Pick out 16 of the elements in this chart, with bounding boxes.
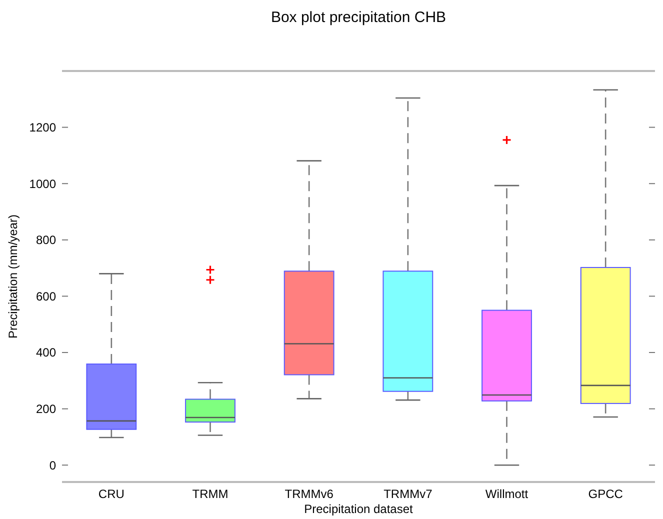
y-tick-label: 1200 — [29, 120, 56, 134]
x-tick-label: CRU — [98, 487, 124, 501]
x-tick-label: TRMMv6 — [284, 487, 334, 501]
x-tick-label: TRMM — [192, 487, 228, 501]
y-tick-label: 200 — [36, 402, 56, 416]
y-tick-label: 0 — [49, 458, 56, 472]
x-tick-label: GPCC — [588, 487, 624, 501]
y-tick-label: 600 — [36, 289, 56, 304]
y-axis-title: Precipitation (mm/year) — [6, 214, 20, 339]
x-tick-label: Willmott — [485, 487, 529, 501]
x-axis-title: Precipitation dataset — [304, 502, 414, 516]
y-tick-label: 1000 — [29, 176, 56, 191]
chart-title: Box plot precipitation CHB — [270, 9, 446, 26]
x-tick-label: TRMMv7 — [384, 487, 433, 501]
y-tick-label: 800 — [36, 233, 56, 248]
y-tick-label: 400 — [36, 346, 56, 360]
